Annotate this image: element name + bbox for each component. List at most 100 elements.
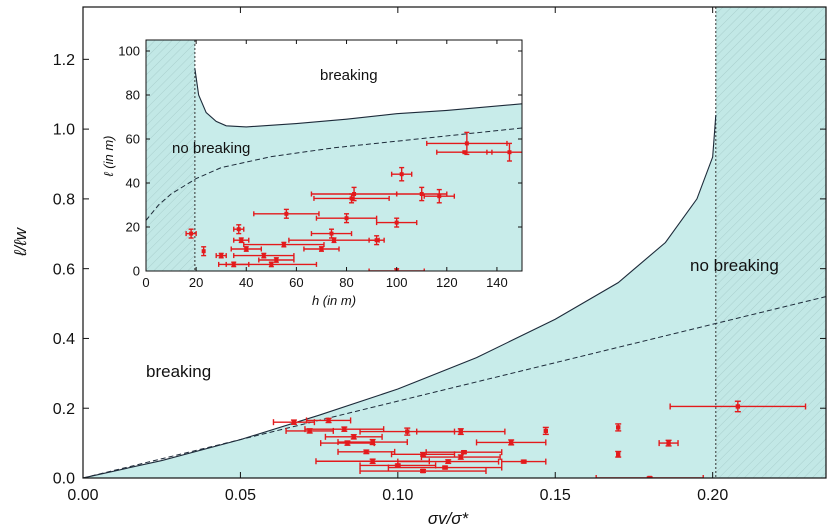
x-tick-label: 80: [339, 275, 353, 290]
x-tick-label: 60: [289, 275, 303, 290]
inset-y-axis-label: ℓ (in m): [101, 135, 116, 176]
inset-no-breaking-label: no breaking: [172, 140, 250, 157]
y-tick-label: 20: [126, 220, 140, 235]
x-tick-label: 0.15: [540, 487, 571, 504]
point-marker: [395, 463, 401, 468]
x-tick-label: 100: [386, 275, 408, 290]
data-point: [253, 208, 320, 219]
point-marker: [291, 419, 297, 425]
point-marker: [464, 141, 469, 146]
data-point: [475, 439, 547, 446]
data-point: [243, 241, 325, 248]
y-tick-label: 0.4: [53, 331, 75, 348]
main-breaking-label: breaking: [146, 362, 211, 381]
data-point: [595, 475, 704, 478]
point-marker: [201, 249, 206, 254]
point-marker: [616, 425, 621, 430]
point-marker: [307, 428, 312, 434]
data-point: [420, 454, 501, 461]
point-marker: [364, 449, 369, 455]
y-tick-label: 1.2: [53, 52, 75, 69]
point-marker: [405, 429, 410, 434]
main-y-axis-label: ℓ/ℓw: [11, 226, 30, 257]
data-point: [395, 186, 448, 202]
no-breaking-region: [194, 68, 522, 271]
point-marker: [281, 242, 286, 247]
data-point: [436, 149, 493, 155]
data-point: [615, 423, 622, 432]
point-marker: [319, 247, 324, 251]
point-marker: [345, 440, 350, 446]
point-marker: [446, 459, 451, 464]
point-marker: [261, 253, 266, 258]
data-point: [669, 400, 807, 413]
data-point: [315, 213, 378, 224]
x-tick-label: 0.00: [67, 487, 98, 504]
data-point: [501, 458, 547, 465]
point-marker: [189, 231, 194, 236]
data-point: [416, 428, 506, 436]
x-tick-label: 0.10: [382, 487, 413, 504]
data-point: [324, 433, 383, 440]
data-point: [397, 458, 500, 465]
data-point: [310, 228, 353, 239]
data-point: [258, 257, 295, 263]
x-tick-label: 40: [239, 275, 253, 290]
y-tick-label: 60: [126, 132, 140, 147]
data-point: [390, 166, 413, 182]
data-point: [319, 440, 375, 447]
point-marker: [352, 192, 357, 196]
y-tick-label: 80: [126, 88, 140, 103]
point-marker: [543, 428, 549, 434]
y-tick-label: 0.6: [53, 261, 75, 278]
data-point: [542, 426, 549, 436]
point-marker: [420, 452, 426, 457]
data-point: [288, 237, 380, 244]
point-marker: [461, 449, 467, 455]
data-point: [423, 188, 456, 204]
point-marker: [342, 426, 347, 432]
data-point: [305, 417, 352, 424]
x-tick-label: 20: [189, 275, 203, 290]
data-point: [285, 427, 334, 434]
point-marker: [219, 253, 224, 258]
data-point: [310, 186, 398, 202]
point-marker: [244, 247, 249, 251]
point-marker: [399, 172, 404, 177]
x-tick-label: 0: [142, 275, 149, 290]
point-marker: [326, 418, 331, 423]
point-marker: [269, 262, 274, 267]
point-marker: [239, 238, 244, 243]
point-marker: [521, 459, 526, 464]
boundary-curve: [194, 68, 522, 128]
point-marker: [666, 440, 671, 446]
point-marker: [349, 196, 354, 201]
inset-breaking-label: breaking: [320, 67, 378, 84]
point-marker: [458, 429, 463, 434]
no-breaking-region: [83, 115, 716, 478]
data-point: [233, 252, 295, 259]
main-plot: 0.00 0.05 0.10 0.15 0.20 0.0 0.2 0.4 0.6 0.8 1.0 1.…: [11, 6, 827, 528]
data-point: [230, 246, 263, 252]
data-point: [185, 228, 197, 239]
point-marker: [329, 231, 334, 236]
inset-x-axis-label: h (in m): [312, 293, 356, 308]
point-marker: [370, 439, 375, 445]
point-marker: [508, 440, 514, 445]
data-point: [233, 224, 245, 235]
data-point: [425, 449, 503, 456]
point-marker: [507, 150, 512, 155]
point-marker: [458, 454, 463, 460]
y-tick-label: 40: [126, 176, 140, 191]
data-point: [390, 451, 456, 458]
point-marker: [394, 220, 399, 225]
point-marker: [419, 192, 424, 196]
data-point: [426, 131, 508, 156]
x-tick-label: 140: [486, 275, 508, 290]
point-marker: [370, 459, 375, 464]
point-marker: [647, 475, 652, 478]
point-marker: [344, 216, 349, 221]
x-tick-label: 0.20: [697, 487, 728, 504]
y-tick-label: 1.0: [53, 122, 75, 139]
